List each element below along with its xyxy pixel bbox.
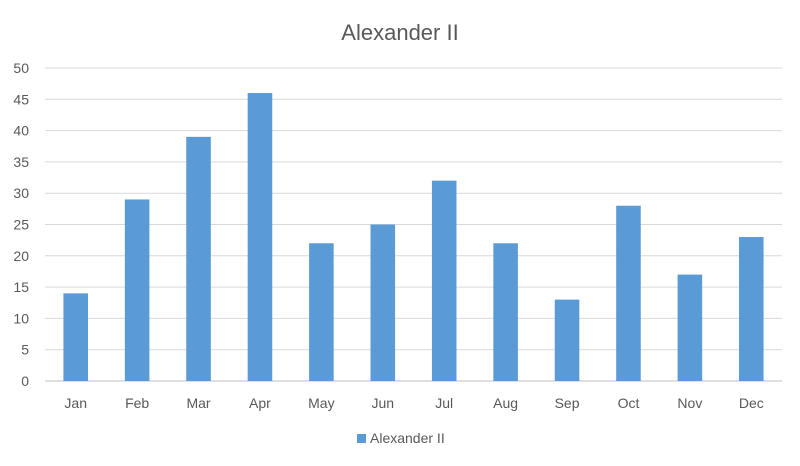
x-tick-label: Sep — [555, 395, 580, 411]
bar-jul — [431, 180, 457, 381]
x-tick-label: Jan — [64, 395, 87, 411]
y-tick-label: 30 — [13, 185, 29, 201]
x-tick-label: Feb — [125, 395, 149, 411]
legend-swatch — [357, 434, 366, 443]
x-tick-label: Oct — [618, 395, 640, 411]
bar-feb — [124, 199, 150, 381]
bar-dec — [739, 237, 764, 381]
chart-title: Alexander II — [341, 20, 458, 45]
bar-nov — [677, 274, 703, 381]
bar-apr — [247, 93, 273, 381]
y-tick-label: 35 — [13, 154, 29, 170]
bar-mar — [186, 136, 211, 381]
y-tick-label: 20 — [13, 248, 29, 264]
y-tick-label: 40 — [13, 123, 29, 139]
gridlines — [45, 67, 782, 382]
y-tick-label: 10 — [13, 310, 29, 326]
bar-oct — [616, 205, 641, 381]
bar-jun — [370, 224, 396, 381]
y-tick-label: 50 — [13, 60, 29, 76]
x-tick-label: Apr — [249, 395, 271, 411]
y-tick-label: 5 — [21, 342, 29, 358]
bar-aug — [493, 243, 518, 381]
x-tick-label: May — [308, 395, 334, 411]
x-tick-label: Jul — [435, 395, 453, 411]
y-axis-ticks: 0 5 10 15 20 25 30 35 40 45 50 — [13, 60, 29, 389]
y-tick-label: 45 — [13, 91, 29, 107]
x-tick-label: Jun — [372, 395, 395, 411]
x-tick-label: Aug — [493, 395, 518, 411]
bar-may — [309, 243, 334, 381]
y-tick-label: 25 — [13, 217, 29, 233]
bar-jan — [63, 293, 88, 381]
x-tick-label: Nov — [677, 395, 702, 411]
legend: Alexander II — [357, 430, 445, 446]
y-tick-label: 0 — [21, 373, 29, 389]
legend-label: Alexander II — [370, 430, 445, 446]
bars — [63, 93, 764, 381]
x-tick-label: Mar — [186, 395, 210, 411]
y-tick-label: 15 — [13, 279, 29, 295]
x-tick-label: Dec — [739, 395, 764, 411]
bar-sep — [554, 299, 580, 381]
x-axis-ticks: Jan Feb Mar Apr May Jun Jul Aug Sep Oct Nov Dec — [64, 395, 763, 411]
